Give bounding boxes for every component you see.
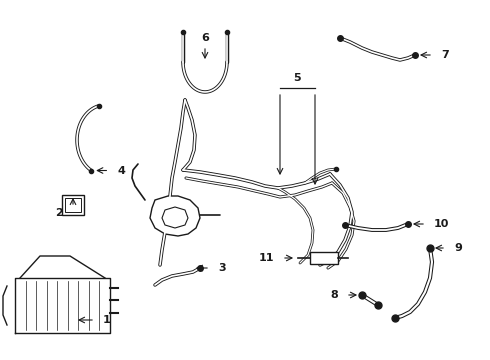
Text: 6: 6 xyxy=(201,33,209,43)
Text: 7: 7 xyxy=(441,50,449,60)
Text: 5: 5 xyxy=(293,73,301,83)
Text: 2: 2 xyxy=(55,208,63,218)
Text: 8: 8 xyxy=(330,290,338,300)
Bar xyxy=(62,195,84,215)
Bar xyxy=(310,252,338,264)
Text: 4: 4 xyxy=(117,166,125,176)
Polygon shape xyxy=(162,207,188,228)
Bar xyxy=(65,198,81,212)
Text: 3: 3 xyxy=(218,263,225,273)
Text: 9: 9 xyxy=(454,243,462,253)
Text: 1: 1 xyxy=(103,315,111,325)
Text: 11: 11 xyxy=(259,253,274,263)
Text: 10: 10 xyxy=(434,219,449,229)
Polygon shape xyxy=(150,196,200,236)
